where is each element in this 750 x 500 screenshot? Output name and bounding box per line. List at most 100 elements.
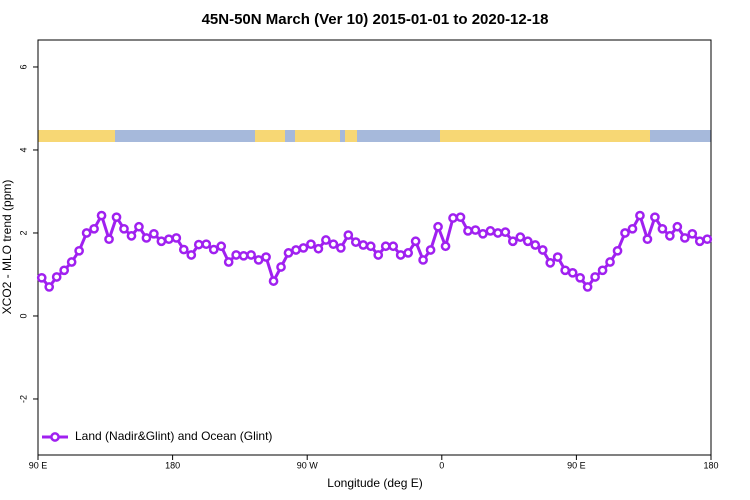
data-point (201, 239, 212, 250)
data-point (493, 228, 503, 238)
legend-label: Land (Nadir&Glint) and Ocean (Glint) (75, 429, 272, 443)
data-point (590, 272, 600, 282)
x-tick-label: 90 W (297, 460, 319, 470)
data-point (36, 272, 47, 283)
chart-title: 45N-50N March (Ver 10) 2015-01-01 to 202… (202, 11, 549, 28)
plot-frame (37, 39, 712, 456)
data-point (552, 252, 563, 262)
data-point (313, 243, 324, 254)
data-point (149, 228, 159, 239)
data-point (66, 257, 77, 267)
data-point (365, 241, 376, 252)
x-tick-label: 180 (703, 460, 718, 470)
data-point (425, 245, 436, 255)
data-point (687, 228, 698, 239)
data-point (261, 252, 271, 262)
data-point (672, 221, 683, 232)
data-point (141, 233, 152, 243)
data-point (164, 234, 174, 245)
data-point (306, 239, 316, 250)
data-point (635, 210, 645, 221)
data-point (627, 223, 638, 234)
data-point (193, 239, 204, 250)
land-band (440, 130, 650, 142)
data-point (642, 234, 653, 245)
data-point (44, 282, 55, 292)
land-band (345, 130, 357, 142)
data-point (620, 228, 630, 238)
data-point (208, 244, 219, 255)
data-point (650, 212, 660, 223)
y-tick-label: -2 (18, 395, 28, 403)
data-point (343, 230, 354, 240)
data-point (336, 243, 346, 253)
data-point (59, 265, 70, 276)
x-tick-label: 90 E (29, 460, 48, 470)
data-point (134, 221, 144, 232)
data-point (81, 228, 92, 238)
land-band (295, 130, 340, 142)
y-tick-label: 2 (18, 230, 28, 235)
data-point (268, 276, 279, 286)
land-band (255, 130, 285, 142)
data-point (74, 245, 84, 256)
data-point (515, 232, 526, 242)
data-point (500, 227, 511, 237)
x-tick-label: 0 (439, 460, 444, 470)
data-point (507, 236, 518, 247)
data-point (597, 265, 608, 276)
data-point (560, 265, 571, 276)
data-point (231, 250, 242, 260)
data-point (657, 223, 668, 234)
data-point (530, 240, 541, 250)
land-band (38, 130, 115, 142)
data-point (119, 223, 129, 234)
data-point (537, 245, 548, 255)
x-tick-label: 90 E (567, 460, 586, 470)
data-point (380, 241, 391, 252)
data-point (358, 240, 369, 250)
data-point (418, 255, 428, 265)
data-point (388, 241, 399, 252)
data-point (485, 226, 496, 236)
data-point (612, 245, 623, 256)
data-point (283, 248, 294, 258)
data-point (238, 250, 249, 261)
data-point (373, 250, 384, 260)
data-point (567, 267, 578, 278)
land-ocean-strip (38, 130, 711, 142)
data-point (410, 236, 421, 247)
data-point (216, 241, 227, 252)
data-point (702, 234, 713, 245)
data-point (51, 272, 62, 282)
data-point (328, 239, 339, 250)
data-point (186, 250, 197, 260)
data-point (582, 282, 593, 292)
data-point (448, 213, 458, 223)
data-point (223, 257, 234, 267)
data-point (403, 248, 413, 258)
data-point (104, 234, 114, 245)
data-point (89, 223, 99, 234)
y-axis-label: XCO2 - MLO trend (ppm) (0, 180, 14, 315)
data-point (522, 236, 533, 247)
data-point (126, 231, 137, 241)
data-point (246, 250, 256, 260)
data-point (350, 237, 361, 247)
data-point (455, 212, 466, 223)
y-tick-label: 6 (18, 64, 28, 69)
y-tick-label: 4 (18, 147, 28, 152)
data-point (171, 233, 182, 243)
y-tick-label: 0 (18, 313, 28, 318)
x-axis-label: Longitude (deg E) (327, 476, 422, 490)
data-point (478, 228, 488, 239)
legend-marker (50, 432, 60, 442)
data-point (545, 258, 556, 268)
data-point (291, 245, 301, 255)
data-point (298, 243, 309, 253)
data-point (96, 210, 107, 221)
x-tick-label: 180 (165, 460, 180, 470)
data-point (321, 235, 331, 245)
data-point (440, 241, 451, 252)
